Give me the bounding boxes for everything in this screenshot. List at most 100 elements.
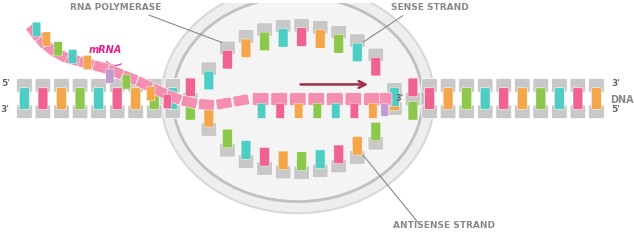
FancyBboxPatch shape: [219, 42, 235, 56]
Text: SENSE STRAND: SENSE STRAND: [391, 3, 469, 12]
FancyBboxPatch shape: [477, 79, 493, 93]
FancyBboxPatch shape: [294, 166, 309, 180]
FancyBboxPatch shape: [308, 93, 325, 106]
FancyBboxPatch shape: [16, 106, 32, 119]
FancyBboxPatch shape: [241, 141, 251, 160]
Text: 3': 3': [611, 79, 620, 88]
FancyBboxPatch shape: [150, 88, 159, 110]
FancyBboxPatch shape: [38, 88, 48, 110]
FancyBboxPatch shape: [443, 88, 453, 110]
FancyBboxPatch shape: [570, 106, 586, 119]
FancyBboxPatch shape: [315, 150, 325, 169]
FancyBboxPatch shape: [334, 146, 344, 164]
FancyBboxPatch shape: [68, 50, 77, 64]
FancyBboxPatch shape: [440, 79, 456, 93]
FancyBboxPatch shape: [368, 49, 384, 62]
FancyBboxPatch shape: [201, 63, 217, 76]
FancyBboxPatch shape: [107, 65, 124, 80]
FancyBboxPatch shape: [238, 30, 254, 44]
FancyBboxPatch shape: [459, 79, 474, 93]
FancyBboxPatch shape: [131, 88, 141, 110]
FancyBboxPatch shape: [481, 88, 490, 110]
FancyBboxPatch shape: [83, 56, 91, 70]
FancyBboxPatch shape: [92, 61, 109, 74]
FancyBboxPatch shape: [533, 79, 548, 93]
Text: mRNA: mRNA: [89, 45, 122, 55]
FancyBboxPatch shape: [425, 88, 434, 110]
FancyBboxPatch shape: [238, 155, 254, 169]
FancyBboxPatch shape: [552, 79, 567, 93]
FancyBboxPatch shape: [223, 51, 232, 70]
FancyBboxPatch shape: [51, 47, 68, 63]
FancyBboxPatch shape: [462, 88, 472, 110]
FancyBboxPatch shape: [198, 99, 214, 111]
FancyBboxPatch shape: [35, 106, 51, 119]
FancyBboxPatch shape: [422, 106, 437, 119]
Text: RNA POLYMERASE: RNA POLYMERASE: [70, 3, 161, 12]
Text: DNA: DNA: [610, 95, 634, 105]
FancyBboxPatch shape: [573, 88, 583, 110]
FancyBboxPatch shape: [201, 123, 217, 137]
FancyBboxPatch shape: [499, 88, 508, 110]
FancyBboxPatch shape: [165, 106, 181, 119]
FancyBboxPatch shape: [278, 152, 288, 170]
FancyBboxPatch shape: [459, 106, 474, 119]
FancyBboxPatch shape: [278, 30, 288, 48]
FancyBboxPatch shape: [389, 88, 399, 107]
Ellipse shape: [161, 0, 434, 214]
FancyBboxPatch shape: [150, 88, 159, 110]
FancyBboxPatch shape: [499, 88, 508, 110]
FancyBboxPatch shape: [233, 95, 250, 108]
FancyBboxPatch shape: [54, 42, 62, 57]
FancyBboxPatch shape: [408, 102, 418, 120]
FancyBboxPatch shape: [555, 88, 564, 110]
FancyBboxPatch shape: [122, 76, 131, 90]
FancyBboxPatch shape: [223, 130, 232, 148]
FancyBboxPatch shape: [405, 93, 421, 106]
FancyBboxPatch shape: [63, 53, 81, 67]
FancyBboxPatch shape: [94, 88, 103, 110]
FancyBboxPatch shape: [349, 35, 365, 48]
FancyBboxPatch shape: [350, 104, 359, 119]
FancyBboxPatch shape: [146, 87, 155, 102]
FancyBboxPatch shape: [54, 106, 69, 119]
FancyBboxPatch shape: [294, 20, 309, 33]
FancyBboxPatch shape: [168, 88, 178, 110]
FancyBboxPatch shape: [275, 166, 291, 179]
Text: 3': 3': [396, 93, 404, 102]
FancyBboxPatch shape: [26, 24, 43, 42]
Text: 5': 5': [28, 25, 37, 34]
FancyBboxPatch shape: [56, 88, 67, 110]
FancyBboxPatch shape: [481, 88, 490, 110]
FancyBboxPatch shape: [345, 93, 361, 106]
FancyBboxPatch shape: [477, 106, 493, 119]
FancyBboxPatch shape: [252, 93, 269, 106]
FancyBboxPatch shape: [165, 90, 183, 106]
FancyBboxPatch shape: [163, 95, 172, 109]
FancyBboxPatch shape: [297, 29, 306, 47]
FancyBboxPatch shape: [121, 71, 139, 86]
FancyBboxPatch shape: [389, 92, 399, 111]
FancyBboxPatch shape: [260, 33, 269, 52]
FancyBboxPatch shape: [440, 106, 456, 119]
FancyBboxPatch shape: [91, 106, 107, 119]
FancyBboxPatch shape: [271, 93, 287, 106]
FancyBboxPatch shape: [387, 83, 402, 97]
FancyBboxPatch shape: [131, 88, 141, 110]
FancyBboxPatch shape: [181, 96, 198, 110]
FancyBboxPatch shape: [517, 88, 527, 110]
FancyBboxPatch shape: [422, 79, 437, 93]
FancyBboxPatch shape: [496, 106, 512, 119]
FancyBboxPatch shape: [109, 79, 125, 93]
Text: 5': 5': [611, 105, 620, 114]
FancyBboxPatch shape: [136, 77, 153, 92]
FancyBboxPatch shape: [592, 88, 601, 110]
FancyBboxPatch shape: [186, 102, 195, 120]
FancyBboxPatch shape: [405, 93, 421, 106]
FancyBboxPatch shape: [364, 93, 380, 106]
FancyBboxPatch shape: [552, 106, 567, 119]
FancyBboxPatch shape: [327, 93, 343, 106]
FancyBboxPatch shape: [379, 93, 392, 106]
FancyBboxPatch shape: [517, 88, 527, 110]
FancyBboxPatch shape: [91, 79, 107, 93]
